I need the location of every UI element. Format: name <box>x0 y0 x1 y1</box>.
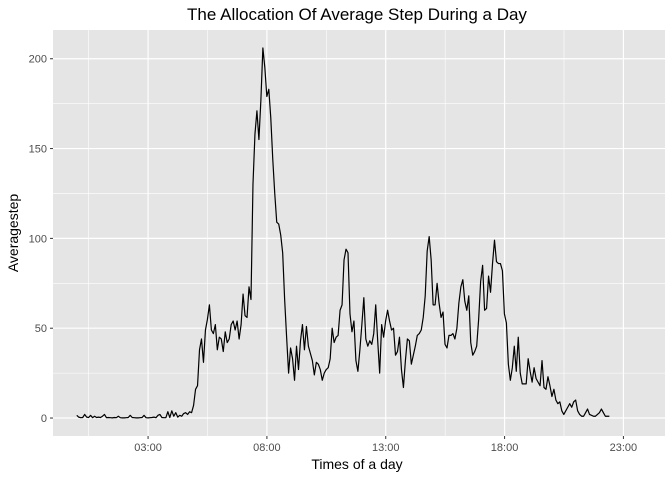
y-axis-title: Averagestep <box>5 194 21 273</box>
y-tick-label: 50 <box>35 323 47 335</box>
y-tick-label: 200 <box>29 54 47 66</box>
series-layer <box>76 47 610 419</box>
plot-panel <box>53 30 665 436</box>
x-tick-label: 23:00 <box>610 442 638 454</box>
minor-gridlines <box>53 30 665 436</box>
x-tick-label: 03:00 <box>134 442 162 454</box>
chart-title: The Allocation Of Average Step During a … <box>187 5 527 24</box>
x-tick-label: 18:00 <box>491 442 519 454</box>
y-tick-label: 0 <box>41 413 47 425</box>
x-axis-title: Times of a day <box>311 456 402 472</box>
x-tick-label: 13:00 <box>372 442 400 454</box>
x-tick-label: 08:00 <box>253 442 281 454</box>
y-tick-label: 100 <box>29 233 47 245</box>
major-gridlines <box>53 30 665 436</box>
series-line <box>76 47 610 419</box>
x-axis: 03:00 08:00 13:00 18:00 23:00 <box>134 436 637 454</box>
y-tick-label: 150 <box>29 144 47 156</box>
y-axis: 0 50 100 150 200 <box>29 54 53 425</box>
